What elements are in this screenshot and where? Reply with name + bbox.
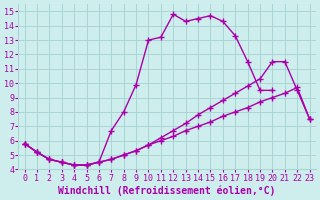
X-axis label: Windchill (Refroidissement éolien,°C): Windchill (Refroidissement éolien,°C): [58, 185, 276, 196]
